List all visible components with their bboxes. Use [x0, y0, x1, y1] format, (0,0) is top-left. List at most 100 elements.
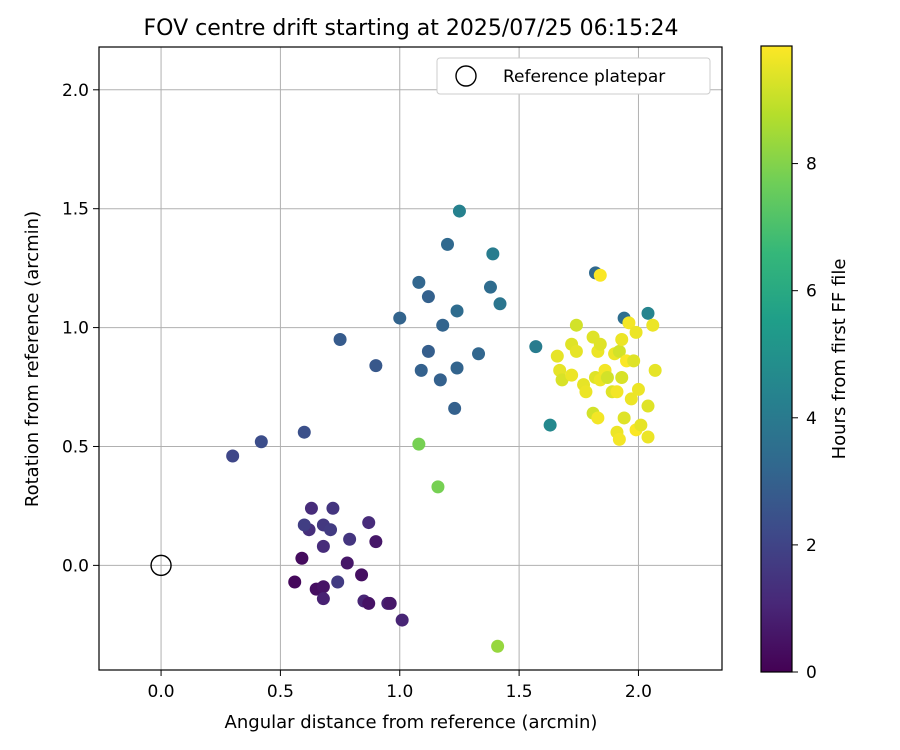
- scatter-point: [383, 596, 397, 610]
- scatter-point: [641, 306, 655, 320]
- scatter-point: [629, 325, 643, 339]
- scatter-point: [254, 435, 268, 449]
- scatter-point: [631, 382, 645, 396]
- scatter-point: [333, 332, 347, 346]
- scatter-point: [369, 359, 383, 373]
- y-axis-ticks: 0.0 0.5 1.0 1.5 2.0: [62, 81, 99, 576]
- scatter-point: [627, 354, 641, 368]
- x-tick-label: 1.5: [506, 682, 533, 702]
- scatter-point: [431, 480, 445, 494]
- scatter-point: [529, 340, 543, 354]
- colorbar-tick-label: 6: [806, 282, 817, 302]
- y-axis-label: Rotation from reference (arcmin): [22, 211, 43, 507]
- scatter-point: [395, 613, 409, 627]
- scatter-point: [591, 411, 605, 425]
- scatter-point: [448, 401, 462, 415]
- scatter-point: [472, 347, 486, 361]
- scatter-point: [634, 418, 648, 432]
- x-axis-label: Angular distance from reference (arcmin): [225, 712, 598, 733]
- scatter-point: [543, 418, 557, 432]
- scatter-point: [316, 539, 330, 553]
- scatter-point: [486, 247, 500, 261]
- scatter-point: [593, 337, 607, 351]
- x-tick-label: 1.0: [386, 682, 413, 702]
- scatter-point: [565, 368, 579, 382]
- scatter-point: [343, 532, 357, 546]
- scatter-point: [641, 430, 655, 444]
- scatter-point: [648, 363, 662, 377]
- scatter-point: [316, 592, 330, 606]
- scatter-point: [316, 580, 330, 594]
- scatter-point: [362, 596, 376, 610]
- legend-entry: Reference platepar: [503, 67, 665, 87]
- scatter-points: [226, 204, 662, 653]
- scatter-point: [414, 363, 428, 377]
- scatter-point: [624, 392, 638, 406]
- scatter-point: [612, 432, 626, 446]
- scatter-point: [615, 332, 629, 346]
- scatter-point: [355, 568, 369, 582]
- scatter-point: [393, 311, 407, 325]
- scatter-point: [610, 385, 624, 399]
- scatter-point: [297, 425, 311, 439]
- scatter-point: [615, 371, 629, 385]
- scatter-point: [297, 518, 311, 532]
- scatter-point: [550, 349, 564, 363]
- scatter-point: [433, 373, 447, 387]
- scatter-point: [295, 551, 309, 565]
- scatter-point: [617, 411, 631, 425]
- reference-platepar-marker: [150, 554, 172, 577]
- scatter-point: [641, 399, 655, 413]
- scatter-point: [288, 575, 302, 589]
- y-tick-label: 1.5: [62, 200, 89, 220]
- scatter-point: [331, 575, 345, 589]
- scatter-point: [593, 268, 607, 282]
- scatter-point: [452, 204, 466, 218]
- colorbar-tick-label: 8: [806, 155, 817, 175]
- scatter-point: [493, 297, 507, 311]
- scatter-point: [622, 316, 636, 330]
- legend: Reference platepar: [436, 57, 711, 95]
- plot-frame: [98, 46, 723, 671]
- scatter-point: [450, 304, 464, 318]
- colorbar-gradient: [760, 45, 793, 673]
- y-tick-label: 0.0: [62, 556, 89, 576]
- colorbar-tick-label: 2: [806, 536, 817, 556]
- scatter-point: [440, 237, 454, 251]
- scatter-point: [226, 449, 240, 463]
- legend-box: [436, 57, 711, 95]
- x-axis-ticks: 0.0 0.5 1.0 1.5 2.0: [148, 670, 652, 702]
- chart-title: FOV centre drift starting at 2025/07/25 …: [144, 16, 679, 41]
- colorbar-tick-label: 0: [806, 663, 817, 683]
- scatter-point: [483, 280, 497, 294]
- scatter-point: [304, 501, 318, 515]
- scatter-point: [421, 290, 435, 304]
- x-tick-label: 2.0: [625, 682, 652, 702]
- scatter-point: [646, 318, 660, 332]
- colorbar-label: Hours from first FF file: [829, 259, 850, 460]
- scatter-point: [579, 385, 593, 399]
- scatter-point: [600, 371, 614, 385]
- scatter-point: [436, 318, 450, 332]
- scatter-point: [369, 535, 383, 549]
- y-tick-label: 0.5: [62, 437, 89, 457]
- x-tick-label: 0.5: [267, 682, 294, 702]
- y-tick-label: 1.0: [62, 319, 89, 339]
- scatter-point: [412, 275, 426, 289]
- y-tick-label: 2.0: [62, 81, 89, 101]
- legend-marker: [455, 65, 477, 87]
- colorbar: 0 2 4 6 8 Hours from first FF file: [760, 45, 850, 683]
- scatter-point: [326, 501, 340, 515]
- colorbar-ticks: 0 2 4 6 8: [792, 155, 817, 683]
- scatter-point: [340, 556, 354, 570]
- colorbar-tick-label: 4: [806, 409, 817, 429]
- scatter-point: [569, 344, 583, 358]
- scatter-point: [612, 344, 626, 358]
- scatter-point: [362, 516, 376, 530]
- scatter-point: [421, 344, 435, 358]
- scatter-point: [491, 639, 505, 653]
- scatter-point: [412, 437, 426, 451]
- scatter-point: [569, 318, 583, 332]
- scatter-point: [450, 361, 464, 375]
- x-tick-label: 0.0: [148, 682, 175, 702]
